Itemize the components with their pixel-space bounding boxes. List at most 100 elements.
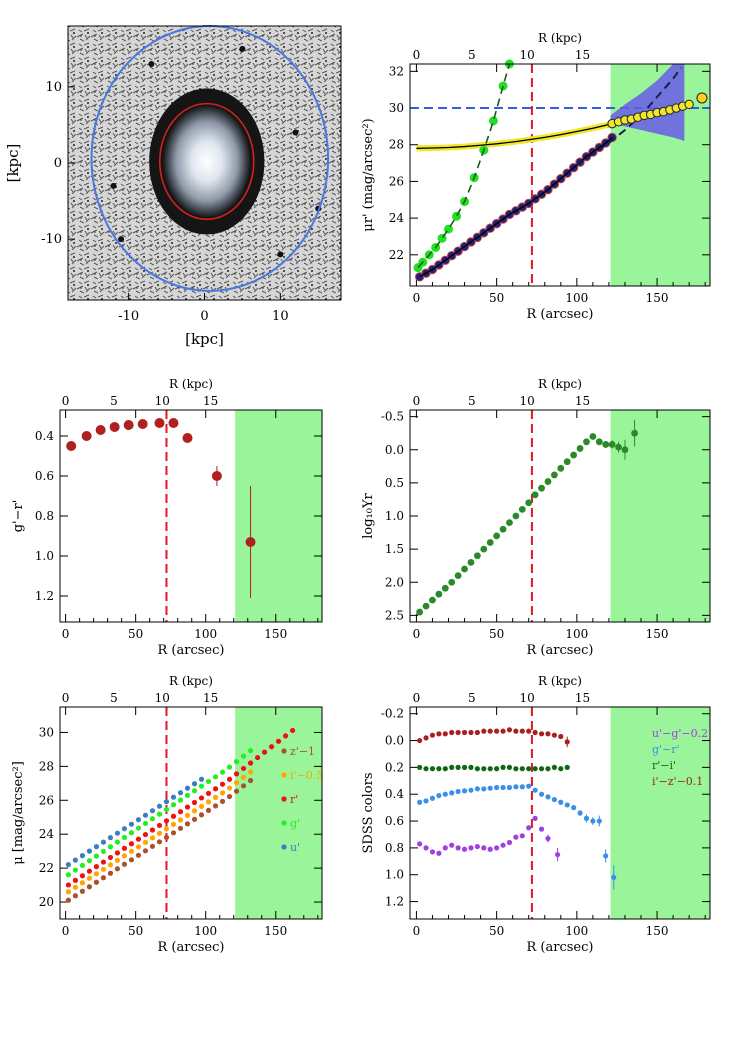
legend-label: g'−r' xyxy=(652,743,680,756)
galaxy xyxy=(162,105,251,218)
band-4-point xyxy=(184,785,191,791)
band-3-point xyxy=(72,867,79,873)
log-upsilon-point xyxy=(506,519,513,527)
color-2-point xyxy=(500,764,506,770)
log-upsilon-point xyxy=(595,438,603,446)
band-1-point xyxy=(177,817,184,823)
x-tick-label: 50 xyxy=(128,627,143,641)
log-upsilon-point xyxy=(441,584,449,592)
log-upsilon-point xyxy=(544,478,552,485)
y-tick-label: 26 xyxy=(39,793,54,807)
color-1-point xyxy=(436,792,442,799)
log-upsilon-point xyxy=(538,484,545,492)
color-1-point xyxy=(423,798,429,804)
star xyxy=(239,45,246,52)
band-1-point xyxy=(156,830,163,836)
band-0-point xyxy=(170,830,177,836)
band-1-point xyxy=(79,880,86,886)
band-4-point xyxy=(149,808,156,814)
panel-mass-to-light: 0 50 100 150 0 5 10 15 R (kpc) -0.5 0.0 0.5 1.0 1.5 2.… xyxy=(361,377,711,658)
band-1-point xyxy=(128,848,135,854)
star xyxy=(110,182,117,189)
color-1-point xyxy=(442,791,448,797)
color-0-point xyxy=(519,833,525,839)
color-1-point xyxy=(590,818,596,824)
g-r-point xyxy=(123,420,134,430)
band-1-point xyxy=(226,785,233,791)
band-1-point xyxy=(114,857,121,863)
log-upsilon-point xyxy=(448,578,456,586)
color-0-point xyxy=(494,845,500,851)
color-2-point xyxy=(449,764,455,770)
band-0-point xyxy=(79,888,86,894)
band-3-point xyxy=(142,820,149,827)
y-tick-label: 0.5 xyxy=(385,476,404,490)
log-upsilon-point xyxy=(467,558,475,566)
g-r-point xyxy=(137,419,148,429)
top-tick-label: 5 xyxy=(468,48,476,62)
bulge-point xyxy=(452,211,462,221)
x-tick-label: 50 xyxy=(128,924,143,938)
color-0-point xyxy=(513,834,519,840)
color-2-point xyxy=(423,766,429,772)
band-4-point xyxy=(163,799,170,805)
color-0-point xyxy=(455,845,461,851)
band-3-point xyxy=(184,792,191,799)
legend-marker xyxy=(281,796,287,802)
top-tick-label: 15 xyxy=(575,394,590,408)
band-0-point xyxy=(219,798,226,804)
color-0-point xyxy=(468,845,474,851)
band-1-point xyxy=(240,774,247,780)
x-tick-label: 0 xyxy=(413,291,421,305)
plot-frame xyxy=(409,63,711,287)
panel-g-r-color: 0 50 100 150 0 5 10 15 R (kpc) 0.4 0.6 0.8 1.0 1.2 R (… xyxy=(11,377,323,658)
color-1-point xyxy=(611,874,617,881)
y-tick-label: 0.6 xyxy=(385,814,404,828)
band-2-point xyxy=(184,804,191,810)
top-tick-label: 0 xyxy=(62,691,70,705)
x-tick-label: 150 xyxy=(646,291,669,305)
x-tick-label: 150 xyxy=(264,924,287,938)
x-axis-label: R (arcsec) xyxy=(158,643,225,658)
color-1-point xyxy=(526,783,532,789)
top-tick-label: 15 xyxy=(575,691,590,705)
band-2-point xyxy=(93,864,100,870)
top-tick-label: 10 xyxy=(155,691,170,705)
color-3-point xyxy=(455,729,461,736)
g-r-point xyxy=(66,441,77,451)
band-4-point xyxy=(170,794,177,800)
x-tick-label: 100 xyxy=(565,924,588,938)
y-tick-label: 22 xyxy=(39,861,54,875)
color-0-point xyxy=(461,846,468,852)
band-3-point xyxy=(149,816,156,822)
band-0-point xyxy=(184,821,191,827)
x-axis-label: R (arcsec) xyxy=(527,307,594,322)
band-3-point xyxy=(79,862,86,869)
log-upsilon-point xyxy=(486,539,494,546)
band-1-point xyxy=(184,812,191,818)
band-0-point xyxy=(107,870,114,876)
top-tick-label: 5 xyxy=(468,394,476,408)
color-1-point xyxy=(455,788,461,795)
g-r-point xyxy=(168,418,179,428)
color-0-point xyxy=(442,845,448,851)
top-tick-label: 0 xyxy=(62,394,70,408)
y-axis-label: μ [mag/arcsec²] xyxy=(11,761,26,865)
band-3-point xyxy=(65,872,72,878)
log-upsilon-point xyxy=(557,464,565,472)
band-0-point xyxy=(191,816,198,822)
y-tick-label: 0.8 xyxy=(385,841,404,855)
x-axis-label: [kpc] xyxy=(185,330,224,348)
band-0-point xyxy=(114,866,121,872)
band-4-point xyxy=(177,790,184,796)
g-r-point xyxy=(154,418,165,428)
color-1-point xyxy=(468,787,474,793)
log-upsilon-point xyxy=(480,545,488,553)
x-tick-label: 0 xyxy=(62,924,70,938)
color-1-point xyxy=(538,791,545,797)
x-tick-label: 50 xyxy=(489,291,504,305)
x-tick-label: 0 xyxy=(62,627,70,641)
color-2-point xyxy=(436,766,442,772)
plot-frame xyxy=(409,706,711,920)
band-4-point xyxy=(79,853,86,859)
